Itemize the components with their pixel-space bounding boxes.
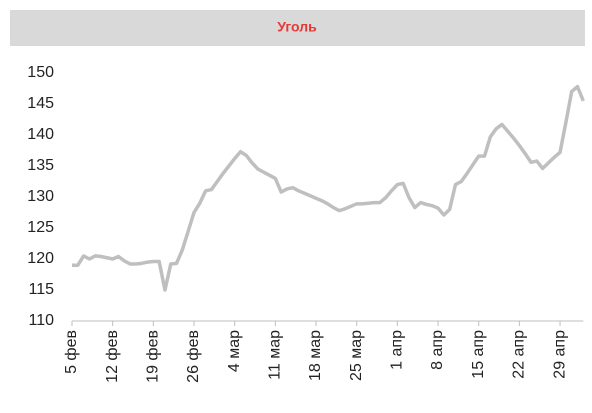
x-tick-label: 29 апр [551, 330, 568, 379]
x-tick-label: 19 фев [145, 330, 162, 383]
chart-title: Уголь [277, 19, 317, 35]
y-tick-label: 125 [27, 219, 54, 236]
x-tick-label: 5 фев [63, 330, 80, 374]
line [72, 84, 585, 292]
y-tick-label: 145 [27, 95, 54, 112]
x-tick-label: 25 мар [348, 330, 365, 381]
title-banner [10, 10, 585, 46]
x-tick-label: 26 фев [185, 330, 202, 383]
x-tick-label: 22 апр [511, 330, 528, 379]
y-tick-label: 150 [27, 64, 54, 81]
x-tick-label: 1 апр [389, 330, 406, 370]
y-tick-label: 140 [27, 126, 54, 143]
y-tick-label: 115 [28, 281, 54, 298]
x-tick-label: 4 мар [226, 330, 243, 372]
x-tick-label: 11 мар [267, 330, 284, 380]
y-tick-label: 135 [27, 157, 54, 174]
y-tick-label: 120 [27, 250, 54, 267]
x-tick-label: 15 апр [470, 330, 487, 379]
y-tick-label: 110 [28, 312, 54, 329]
x-tick-label: 12 фев [104, 330, 121, 383]
y-tick-label: 130 [27, 188, 54, 205]
x-tick-label: 18 мар [307, 330, 324, 381]
x-tick-label: 8 апр [429, 330, 446, 370]
